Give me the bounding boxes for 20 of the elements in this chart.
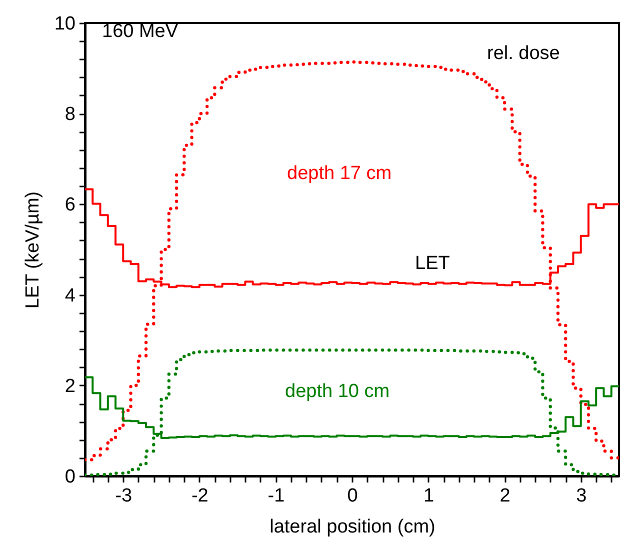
x-tick-label: -2 [191, 486, 208, 506]
annotation: depth 10 cm [285, 381, 390, 402]
x-tick-label: 3 [576, 486, 587, 506]
x-tick-label: -1 [268, 486, 285, 506]
x-tick-label: 1 [423, 486, 434, 506]
annotation: 160 MeV [102, 21, 178, 42]
y-axis-title: LET (keV/µm) [22, 191, 44, 309]
x-tick-label: -3 [115, 486, 132, 506]
annotation: LET [415, 253, 450, 274]
y-tick-label: 8 [64, 104, 76, 126]
x-axis-title: lateral position (cm) [270, 516, 436, 538]
annotation: rel. dose [487, 43, 560, 64]
y-tick-label: 10 [54, 14, 76, 34]
y-tick-label: 0 [64, 466, 76, 488]
x-tick-label: 0 [347, 486, 358, 506]
y-tick-label: 2 [64, 376, 76, 397]
y-tick-label: 6 [64, 194, 76, 216]
annotation: depth 17 cm [287, 163, 392, 184]
y-tick-label: 4 [64, 285, 76, 306]
x-tick-label: 2 [500, 486, 510, 506]
